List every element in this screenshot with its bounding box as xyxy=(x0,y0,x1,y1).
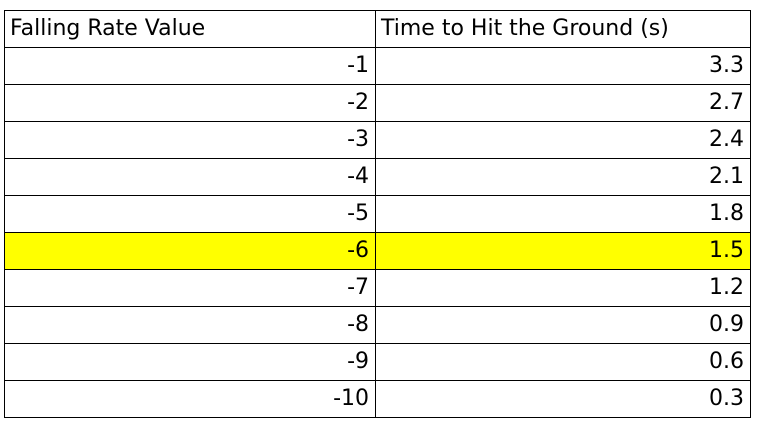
table-header-row: Falling Rate Value Time to Hit the Groun… xyxy=(4,10,751,48)
cell-time[interactable]: 0.3 xyxy=(375,380,751,418)
cell-falling-rate[interactable]: -7 xyxy=(4,269,376,307)
cell-falling-rate[interactable]: -9 xyxy=(4,343,376,381)
cell-time[interactable]: 1.2 xyxy=(375,269,751,307)
table-row: -5 1.8 xyxy=(4,195,751,233)
table-row: -4 2.1 xyxy=(4,158,751,196)
cell-time[interactable]: 3.3 xyxy=(375,47,751,85)
cell-falling-rate[interactable]: -6 xyxy=(4,232,376,270)
cell-falling-rate[interactable]: -2 xyxy=(4,84,376,122)
table-body: Falling Rate Value Time to Hit the Groun… xyxy=(4,10,751,418)
table-row: -2 2.7 xyxy=(4,84,751,122)
table-row: -9 0.6 xyxy=(4,343,751,381)
cell-falling-rate[interactable]: -10 xyxy=(4,380,376,418)
table-row: -1 3.3 xyxy=(4,47,751,85)
cell-falling-rate[interactable]: -8 xyxy=(4,306,376,344)
cell-time[interactable]: 2.1 xyxy=(375,158,751,196)
table-row: -8 0.9 xyxy=(4,306,751,344)
table-row-highlighted: -6 1.5 xyxy=(4,232,751,270)
cell-time[interactable]: 2.7 xyxy=(375,84,751,122)
cell-falling-rate[interactable]: -5 xyxy=(4,195,376,233)
cell-time[interactable]: 2.4 xyxy=(375,121,751,159)
table-row: -10 0.3 xyxy=(4,380,751,418)
header-time-to-hit-ground[interactable]: Time to Hit the Ground (s) xyxy=(375,10,751,48)
header-falling-rate-value[interactable]: Falling Rate Value xyxy=(4,10,376,48)
table-row: -7 1.2 xyxy=(4,269,751,307)
data-table: Falling Rate Value Time to Hit the Groun… xyxy=(4,10,751,418)
cell-time[interactable]: 1.5 xyxy=(375,232,751,270)
cell-falling-rate[interactable]: -3 xyxy=(4,121,376,159)
cell-time[interactable]: 0.6 xyxy=(375,343,751,381)
cell-time[interactable]: 0.9 xyxy=(375,306,751,344)
cell-time[interactable]: 1.8 xyxy=(375,195,751,233)
cell-falling-rate[interactable]: -1 xyxy=(4,47,376,85)
table-row: -3 2.4 xyxy=(4,121,751,159)
cell-falling-rate[interactable]: -4 xyxy=(4,158,376,196)
